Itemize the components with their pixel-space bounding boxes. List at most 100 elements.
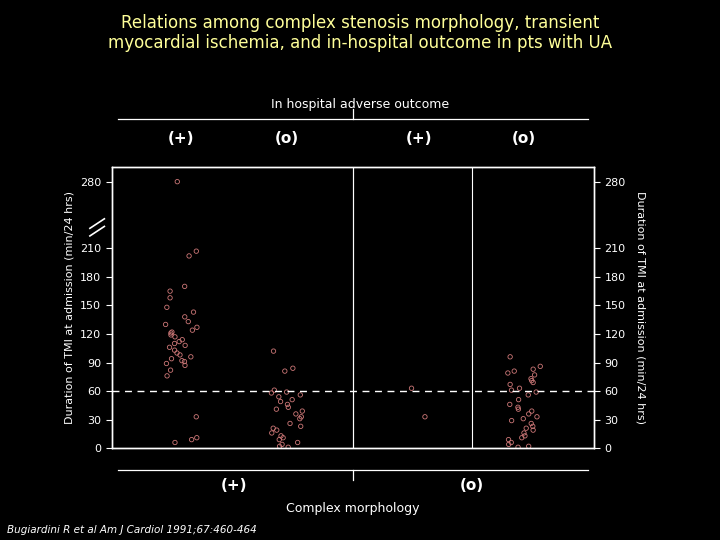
- Point: [174, 350, 186, 359]
- Point: [161, 359, 172, 368]
- Point: [276, 440, 288, 449]
- Point: [528, 370, 540, 379]
- Point: [406, 384, 418, 393]
- Point: [186, 435, 197, 444]
- Text: (o): (o): [512, 131, 536, 146]
- Point: [526, 376, 538, 385]
- Point: [183, 318, 194, 326]
- Point: [282, 443, 294, 451]
- Point: [512, 403, 523, 411]
- Text: Relations among complex stenosis morphology, transient
myocardial ischemia, and : Relations among complex stenosis morphol…: [108, 14, 612, 52]
- Point: [518, 414, 529, 423]
- Point: [164, 293, 176, 302]
- Point: [523, 410, 534, 418]
- Point: [277, 434, 289, 442]
- Point: [295, 413, 307, 421]
- Point: [502, 369, 513, 377]
- Point: [534, 362, 546, 370]
- Point: [271, 426, 282, 435]
- Point: [271, 405, 282, 414]
- Point: [275, 397, 287, 406]
- Point: [505, 438, 517, 447]
- Point: [179, 313, 191, 321]
- Y-axis label: Duration of TMI at admission (min/24 hrs): Duration of TMI at admission (min/24 hrs…: [635, 191, 645, 424]
- Point: [161, 372, 173, 380]
- Point: [268, 347, 279, 355]
- Point: [419, 413, 431, 421]
- Point: [171, 349, 183, 357]
- Point: [174, 338, 185, 346]
- Point: [274, 442, 285, 450]
- Text: Complex morphology: Complex morphology: [286, 502, 420, 515]
- Point: [169, 438, 181, 447]
- Point: [191, 413, 202, 421]
- Point: [176, 335, 188, 344]
- Point: [506, 416, 518, 425]
- Point: [188, 308, 199, 316]
- Text: (+): (+): [168, 131, 194, 146]
- Point: [191, 434, 202, 442]
- Point: [513, 405, 524, 414]
- Point: [513, 443, 524, 451]
- Point: [168, 346, 180, 354]
- Text: Bugiardini R et al Am J Cardiol 1991;67:460-464: Bugiardini R et al Am J Cardiol 1991;67:…: [7, 524, 257, 535]
- Point: [266, 429, 277, 437]
- Point: [526, 419, 537, 428]
- Point: [505, 386, 517, 394]
- Point: [518, 429, 530, 437]
- Text: (o): (o): [459, 478, 484, 493]
- Point: [166, 354, 177, 363]
- Point: [184, 252, 195, 260]
- Point: [267, 424, 279, 433]
- Point: [179, 341, 191, 350]
- Point: [161, 303, 173, 312]
- Point: [295, 422, 307, 430]
- Point: [287, 364, 299, 373]
- Point: [504, 380, 516, 389]
- Point: [179, 282, 190, 291]
- Point: [282, 400, 293, 409]
- Point: [531, 388, 542, 396]
- Point: [527, 426, 539, 435]
- Point: [526, 407, 538, 415]
- Point: [160, 320, 171, 329]
- Point: [514, 384, 526, 393]
- Point: [503, 435, 514, 444]
- Point: [165, 366, 176, 374]
- Point: [281, 388, 292, 396]
- Point: [528, 365, 539, 374]
- Point: [279, 367, 291, 375]
- Point: [192, 323, 203, 332]
- Point: [531, 413, 543, 421]
- Point: [166, 328, 178, 336]
- Point: [503, 440, 515, 449]
- Point: [171, 177, 183, 186]
- Point: [269, 386, 280, 394]
- Point: [185, 353, 197, 361]
- Point: [179, 361, 191, 370]
- Point: [176, 356, 188, 365]
- Point: [297, 407, 308, 415]
- Point: [527, 422, 539, 430]
- Point: [287, 395, 298, 404]
- Point: [290, 410, 302, 418]
- Point: [169, 333, 181, 341]
- Point: [294, 414, 305, 423]
- Point: [284, 419, 296, 428]
- Point: [294, 390, 306, 399]
- Point: [508, 367, 520, 375]
- Point: [275, 431, 287, 440]
- Point: [516, 434, 528, 442]
- Point: [521, 424, 532, 433]
- Point: [519, 431, 531, 440]
- Y-axis label: Duration of TMI at admission (min/24 hrs): Duration of TMI at admission (min/24 hrs…: [64, 191, 74, 424]
- Point: [513, 395, 524, 404]
- Point: [527, 378, 539, 387]
- Point: [165, 329, 176, 338]
- Point: [273, 393, 284, 401]
- Point: [163, 343, 175, 352]
- Point: [191, 247, 202, 255]
- Point: [505, 353, 516, 361]
- Point: [165, 330, 176, 339]
- Text: (o): (o): [275, 131, 299, 146]
